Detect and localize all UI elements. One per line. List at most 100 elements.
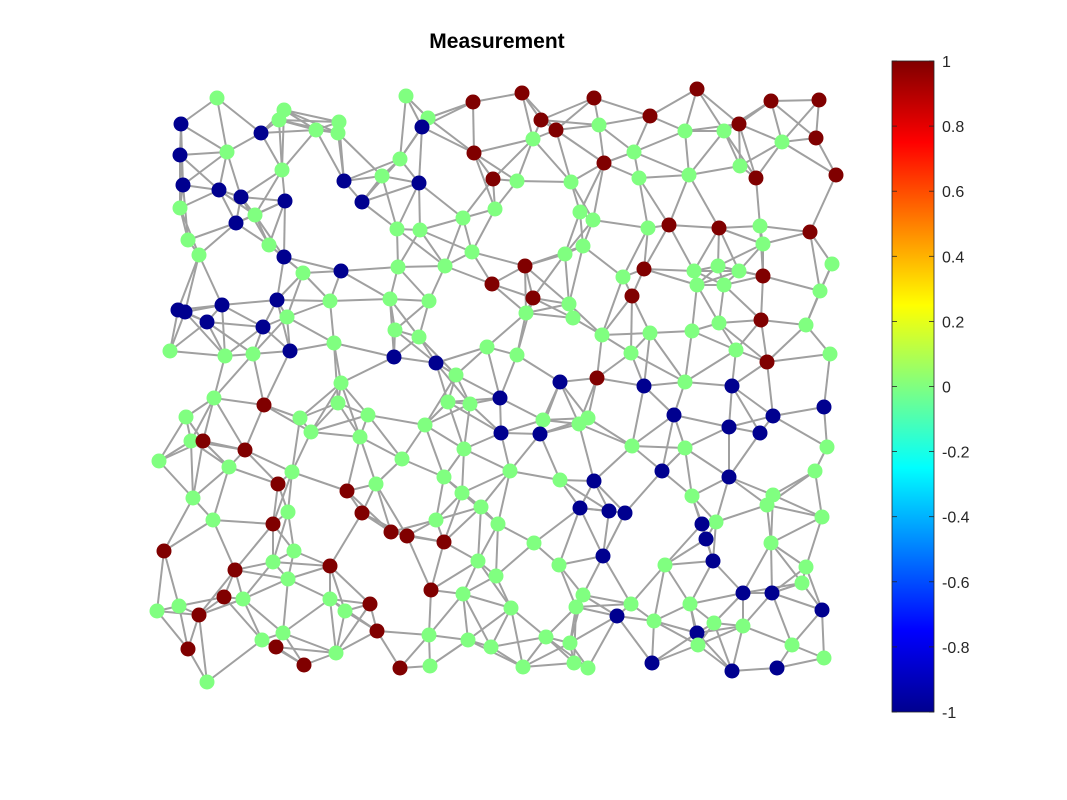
graph-edge xyxy=(492,138,534,180)
graph-node xyxy=(509,347,525,363)
graph-node xyxy=(360,407,376,423)
graph-edge xyxy=(396,228,446,267)
graph-edge xyxy=(473,152,496,210)
graph-edge xyxy=(524,265,570,305)
graph-node xyxy=(228,215,244,231)
graph-edge xyxy=(766,353,831,363)
graph-edge xyxy=(430,560,479,591)
graph-node xyxy=(586,473,602,489)
graph-edge xyxy=(424,403,471,426)
graph-edge xyxy=(467,639,524,668)
graph-edge xyxy=(731,385,761,434)
graph-edge xyxy=(731,667,778,672)
graph-edge xyxy=(814,470,823,518)
graph-node xyxy=(286,543,302,559)
graph-node xyxy=(684,488,700,504)
graph-node xyxy=(557,246,573,262)
graph-node xyxy=(195,433,211,449)
graph-edge xyxy=(638,174,690,179)
graph-node xyxy=(748,170,764,186)
graph-node xyxy=(440,394,456,410)
graph-node xyxy=(265,554,281,570)
graph-node xyxy=(156,543,172,559)
colorbar-tick-label: 0 xyxy=(942,380,951,397)
graph-edge xyxy=(823,353,831,408)
graph-edge xyxy=(631,414,675,447)
graph-node xyxy=(308,122,324,138)
graph-node xyxy=(752,218,768,234)
graph-edge xyxy=(206,321,254,355)
graph-edge xyxy=(359,436,377,485)
graph-node xyxy=(623,596,639,612)
graph-edge xyxy=(772,494,823,518)
graph-edge xyxy=(447,401,502,434)
graph-node xyxy=(330,395,346,411)
graph-edge xyxy=(684,447,730,478)
graph-edge xyxy=(653,564,666,622)
graph-edge xyxy=(539,433,561,481)
graph-edge xyxy=(213,397,246,451)
graph-edge xyxy=(244,449,279,485)
graph-node xyxy=(423,582,439,598)
graph-edge xyxy=(516,180,572,183)
graph-edge xyxy=(276,299,291,352)
graph-edge xyxy=(653,620,699,646)
graph-node xyxy=(548,122,564,138)
graph-edge xyxy=(315,129,345,182)
graph-node xyxy=(732,158,748,174)
graph-edge xyxy=(568,303,603,336)
graph-edge xyxy=(728,432,761,478)
graph-edge xyxy=(738,123,757,179)
graph-node xyxy=(369,623,385,639)
graph-edge xyxy=(664,538,707,566)
graph-node xyxy=(816,399,832,415)
graph-nodes xyxy=(149,81,844,690)
graph-edge xyxy=(771,592,793,646)
graph-edge xyxy=(516,354,561,383)
graph-node xyxy=(753,312,769,328)
graph-node xyxy=(322,591,338,607)
graph-edge xyxy=(689,592,744,605)
graph-node xyxy=(681,167,697,183)
graph-node xyxy=(172,200,188,216)
graph-edge xyxy=(158,416,187,462)
graph-edge xyxy=(272,561,331,567)
graph-edge xyxy=(495,523,499,577)
graph-node xyxy=(586,90,602,106)
graph-node xyxy=(173,116,189,132)
graph-node xyxy=(822,346,838,362)
graph-node xyxy=(716,123,732,139)
graph-node xyxy=(326,335,342,351)
graph-edge xyxy=(169,350,226,357)
graph-edge xyxy=(770,542,803,584)
graph-node xyxy=(455,586,471,602)
graph-node xyxy=(563,174,579,190)
graph-node xyxy=(455,210,471,226)
graph-node xyxy=(705,553,721,569)
graph-edge xyxy=(333,342,339,404)
graph-edge xyxy=(569,615,618,644)
graph-edge xyxy=(718,227,740,272)
graph-node xyxy=(394,451,410,467)
graph-node xyxy=(428,355,444,371)
graph-edge xyxy=(242,598,263,641)
graph-node xyxy=(333,263,349,279)
graph-node xyxy=(214,297,230,313)
graph-node xyxy=(199,674,215,690)
graph-edge xyxy=(495,542,535,577)
graph-node xyxy=(274,162,290,178)
graph-node xyxy=(591,117,607,133)
graph-edge xyxy=(299,382,342,419)
graph-node xyxy=(798,317,814,333)
graph-edge xyxy=(791,609,823,646)
graph-edge xyxy=(781,141,837,176)
graph-edge xyxy=(329,565,371,605)
graph-node xyxy=(221,459,237,475)
graph-node xyxy=(752,425,768,441)
colorbar-tick-label: 0.8 xyxy=(942,119,964,136)
graph-node xyxy=(642,108,658,124)
graph-node xyxy=(253,125,269,141)
graph-edge xyxy=(592,219,649,229)
graph-node xyxy=(595,548,611,564)
graph-node xyxy=(180,641,196,657)
